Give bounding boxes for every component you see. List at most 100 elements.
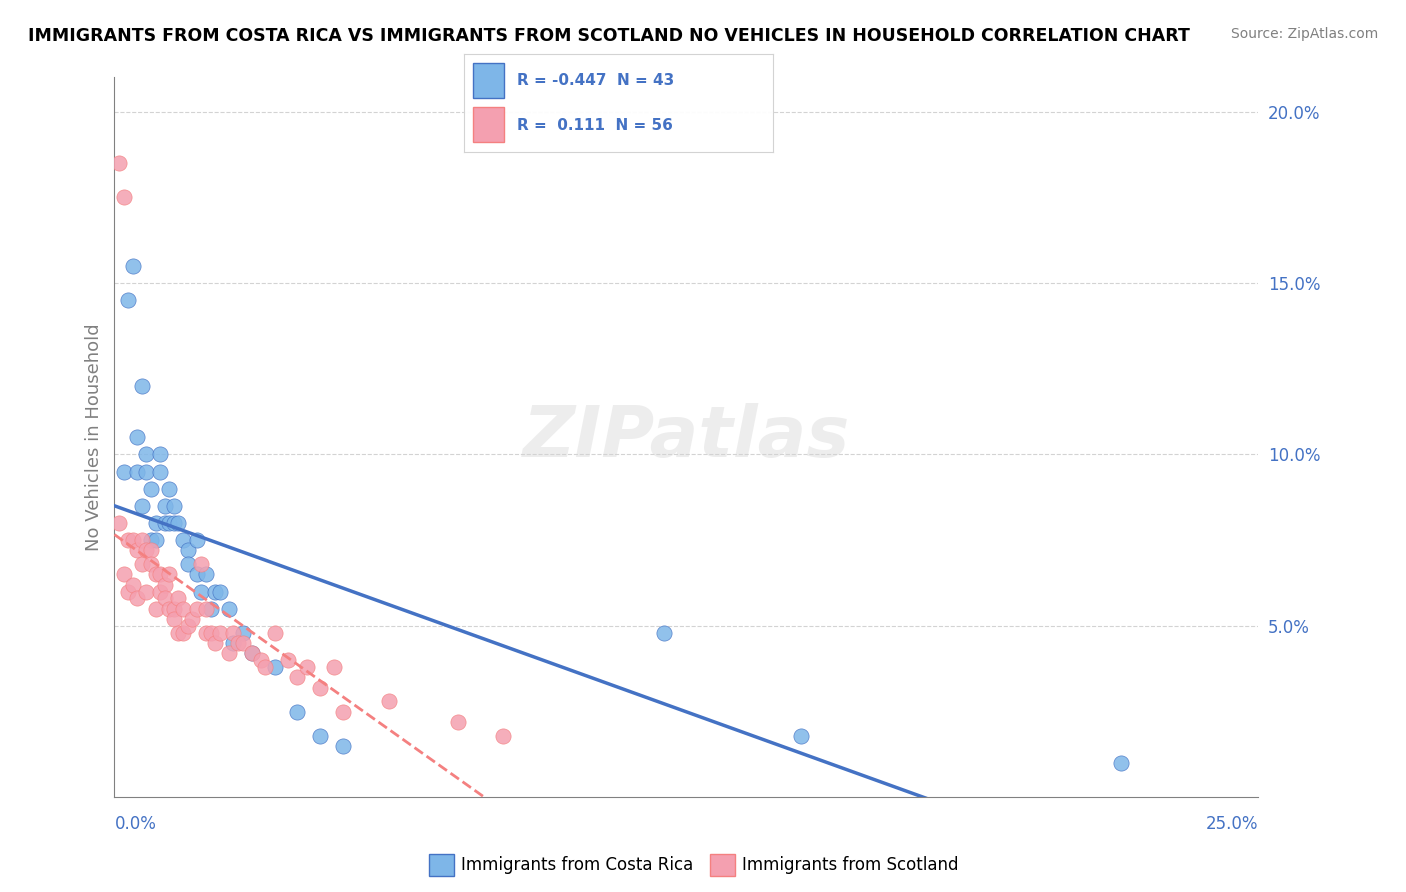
Text: ZIPatlas: ZIPatlas (523, 403, 851, 472)
Text: Immigrants from Scotland: Immigrants from Scotland (742, 856, 959, 874)
Point (127, 591, 149, 606)
Point (157, 601, 180, 615)
Point (153, 516, 176, 530)
Text: R = -0.447  N = 43: R = -0.447 N = 43 (516, 73, 673, 88)
Point (135, 465, 157, 479)
Point (295, 660, 318, 674)
Point (323, 660, 346, 674)
Point (167, 591, 190, 606)
Point (121, 578, 143, 592)
Point (112, 465, 135, 479)
Point (1109, 756, 1132, 770)
Point (309, 681, 332, 695)
Point (218, 601, 240, 615)
Point (112, 190, 135, 204)
Point (153, 499, 176, 513)
Point (172, 625, 194, 640)
Bar (474, 63, 505, 98)
Point (135, 584, 157, 599)
Point (254, 660, 277, 674)
Point (176, 619, 198, 633)
Point (194, 601, 217, 615)
Point (157, 567, 180, 582)
Point (167, 516, 190, 530)
Point (194, 625, 217, 640)
Point (287, 670, 309, 684)
Point (149, 584, 172, 599)
Text: Source: ZipAtlas.com: Source: ZipAtlas.com (1230, 27, 1378, 41)
Point (232, 636, 254, 650)
Point (222, 636, 245, 650)
Point (176, 543, 198, 558)
Point (149, 465, 172, 479)
Point (204, 636, 226, 650)
Point (139, 482, 162, 496)
Point (163, 516, 186, 530)
Point (145, 567, 167, 582)
Point (145, 601, 167, 615)
Point (263, 625, 285, 640)
Text: IMMIGRANTS FROM COSTA RICA VS IMMIGRANTS FROM SCOTLAND NO VEHICLES IN HOUSEHOLD : IMMIGRANTS FROM COSTA RICA VS IMMIGRANTS… (28, 27, 1189, 45)
Point (145, 533, 167, 548)
Point (446, 714, 468, 729)
Point (208, 584, 231, 599)
Text: R =  0.111  N = 56: R = 0.111 N = 56 (516, 118, 672, 133)
Point (222, 625, 245, 640)
Point (131, 557, 153, 571)
Y-axis label: No Vehicles in Household: No Vehicles in Household (86, 324, 103, 551)
Point (157, 482, 180, 496)
Point (190, 557, 212, 571)
Point (108, 516, 131, 530)
Point (145, 516, 167, 530)
Point (149, 447, 172, 461)
Point (194, 567, 217, 582)
Text: 25.0%: 25.0% (1206, 815, 1258, 833)
Point (127, 465, 149, 479)
Point (117, 293, 139, 308)
Point (240, 646, 263, 660)
Bar (710, 854, 735, 876)
Point (153, 578, 176, 592)
Point (240, 646, 263, 660)
Point (250, 653, 273, 667)
Point (131, 379, 153, 393)
Point (149, 567, 172, 582)
Point (332, 705, 354, 719)
Point (208, 625, 231, 640)
Point (172, 601, 194, 615)
Point (263, 660, 285, 674)
Point (176, 557, 198, 571)
Point (226, 636, 249, 650)
Text: Immigrants from Costa Rica: Immigrants from Costa Rica (461, 856, 693, 874)
Point (127, 430, 149, 444)
Point (112, 567, 135, 582)
Point (232, 625, 254, 640)
Point (139, 543, 162, 558)
Point (117, 584, 139, 599)
Point (121, 533, 143, 548)
Point (652, 625, 675, 640)
Point (204, 584, 226, 599)
Point (127, 543, 149, 558)
Point (167, 625, 190, 640)
Point (131, 499, 153, 513)
Point (277, 653, 299, 667)
Point (190, 584, 212, 599)
Point (186, 533, 208, 548)
Point (153, 591, 176, 606)
Point (163, 612, 186, 626)
Point (163, 499, 186, 513)
Point (135, 543, 157, 558)
Point (172, 533, 194, 548)
Point (163, 601, 186, 615)
Point (121, 259, 143, 273)
Point (332, 739, 354, 753)
Point (200, 601, 222, 615)
Point (492, 729, 515, 743)
Point (117, 533, 139, 548)
Point (157, 516, 180, 530)
Point (108, 156, 131, 170)
Point (287, 705, 309, 719)
Point (186, 601, 208, 615)
Point (139, 533, 162, 548)
